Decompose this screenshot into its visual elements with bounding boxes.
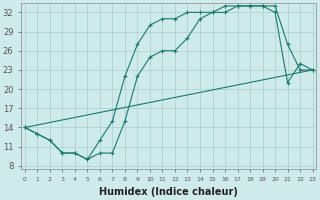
X-axis label: Humidex (Indice chaleur): Humidex (Indice chaleur) <box>99 187 238 197</box>
